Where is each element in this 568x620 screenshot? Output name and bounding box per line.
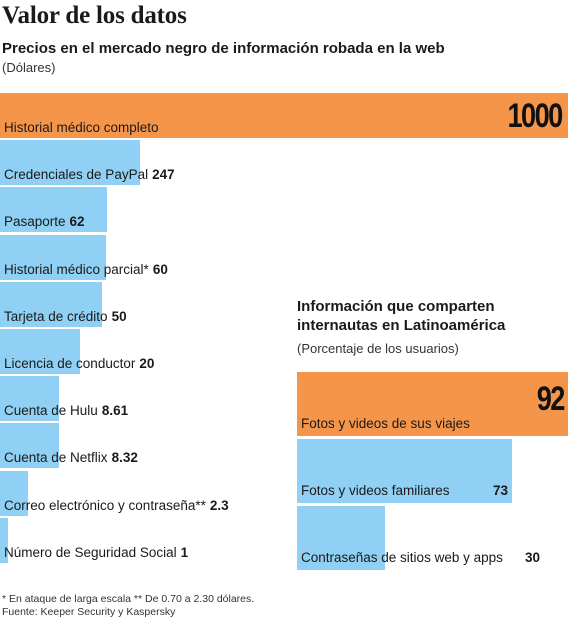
bar [0,470,28,516]
value-label: 60 [152,261,168,277]
bar [0,93,568,138]
bar-label: Credenciales de PayPal 247 [4,167,175,182]
bar [297,372,568,436]
bar-row: Número de Seguridad Social 1 [0,517,568,563]
bar-label: Historial médico parcial* 60 [4,262,168,277]
bar-label: Tarjeta de crédito 50 [4,309,127,324]
bar-row: Historial médico parcial* 60 [0,234,568,280]
value-label: 1 [180,544,189,560]
bar-row: Cuenta de Netflix 8.32 [0,423,568,469]
category-label: Fotos y videos familiares [301,483,450,498]
value-label: 1000 [507,97,564,135]
bar-row: Fotos y videos de sus viajes 92 [297,372,568,436]
bar [0,281,102,327]
bar [0,376,60,422]
category-label: Tarjeta de crédito [4,308,108,324]
bar-row: Historial médico completo 1000 [0,93,568,138]
unit-label: (Dólares) [2,60,56,75]
bar [0,329,80,374]
bar-label: Pasaporte 62 [4,214,85,229]
category-label: Pasaporte [4,214,66,230]
bar-row: Licencia de conductor 20 [0,329,568,374]
category-label: Correo electrónico y contraseña** [4,497,206,513]
chart-title: Valor de los datos [2,2,187,29]
bar [0,187,107,233]
category-label: Cuenta de Hulu [4,403,98,419]
category-label: Número de Seguridad Social [4,544,177,560]
sharing-unit-label: (Porcentaje de los usuarios) [297,341,459,356]
bar-row: Fotos y videos familiares 73 [297,439,568,503]
footnotes: * En ataque de larga escala ** De 0.70 a… [2,593,254,619]
category-label: Credenciales de PayPal [4,167,149,183]
category-label: Historial médico completo [4,120,159,135]
bar [0,517,8,563]
chart-subtitle: Precios en el mercado negro de informaci… [2,40,445,57]
bar-row: Credenciales de PayPal 247 [0,140,568,186]
value-label: 8.61 [101,403,129,419]
bar-label: Cuenta de Hulu 8.61 [4,403,128,418]
value-label: 30 [525,550,541,565]
category-label: Historial médico parcial* [4,261,149,277]
category-label: Contraseñas de sitios web y apps [301,550,503,565]
bar-label: Licencia de conductor 20 [4,356,154,371]
bar-row: Tarjeta de crédito 50 [0,281,568,327]
value-label: 92 [536,380,566,418]
value-label: 8.32 [111,450,138,466]
value-label: 2.3 [209,497,229,513]
sharing-chart-title: Información que comparten internautas en… [297,298,506,334]
bar-row: Correo electrónico y contraseña** 2.3 [0,470,568,516]
bar [0,234,106,280]
category-label: Fotos y videos de sus viajes [301,416,470,431]
bar-label: Correo electrónico y contraseña** 2.3 [4,498,229,513]
category-label: Licencia de conductor [4,356,136,371]
footnote-text: * En ataque de larga escala ** De 0.70 a… [2,593,255,605]
value-label: 73 [493,483,509,498]
value-label: 62 [69,214,85,230]
source-text: Fuente: Keeper Security y Kaspersky [2,606,176,618]
value-label: 247 [152,167,175,183]
value-label: 20 [139,356,155,371]
bar-row: Contraseñas de sitios web y apps 30 [297,506,568,570]
bar-label: Historial médico completo [4,120,159,135]
bar [297,506,386,570]
bar [0,423,59,469]
bar-row: Cuenta de Hulu 8.61 [0,376,568,422]
bar [297,439,513,503]
bar [0,140,140,186]
category-label: Cuenta de Netflix [4,450,108,466]
bar-label: Número de Seguridad Social 1 [4,545,188,560]
bar-row: Pasaporte 62 [0,187,568,233]
bar-label: Cuenta de Netflix 8.32 [4,450,138,465]
value-label: 50 [111,308,127,324]
